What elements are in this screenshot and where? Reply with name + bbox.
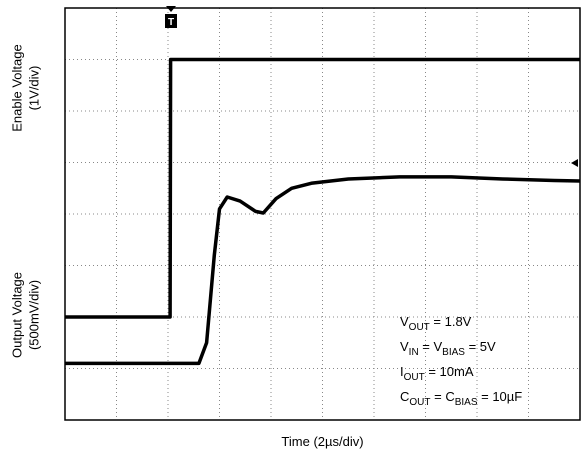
annotation-text: V [400,314,409,329]
annotation-text: = C [431,389,455,404]
trace [65,57,580,319]
annotation-text: V [400,339,409,354]
annotation-text: C [400,389,409,404]
annotation-text: = 5V [465,339,496,354]
annotation: VOUT = 1.8V [400,314,472,333]
plot-frame [64,7,581,421]
x-axis-label: Time (2µs/div) [281,434,363,449]
subscript: IN [409,347,419,358]
annotation-text: = 10mA [425,364,474,379]
annotation-text: I [400,364,404,379]
traces [65,57,581,366]
labels: Enable Voltage (1V/div) Output Voltage (500… [9,44,522,449]
level-marker [571,159,578,167]
annotation: VIN = VBIAS = 5V [400,339,496,358]
subscript: BIAS [455,397,478,408]
y-axis-label: Output Voltage [9,272,24,358]
trace [65,175,581,366]
y-axis-label: (500mV/div) [26,280,41,350]
subscript: BIAS [442,347,465,358]
annotation-text: = V [419,339,443,354]
subscript: OUT [409,397,430,408]
svg-text:T: T [168,17,174,28]
annotation-text: = 1.8V [430,314,472,329]
annotation-text: = 10µF [478,389,523,404]
annotation: COUT = CBIAS = 10µF [400,389,522,408]
trigger-marker: T [165,6,177,28]
y-axis-label: (1V/div) [26,66,41,111]
subscript: OUT [409,322,430,333]
subscript: OUT [404,372,425,383]
y-axis-label: Enable Voltage [9,44,24,131]
annotation: IOUT = 10mA [400,364,474,383]
